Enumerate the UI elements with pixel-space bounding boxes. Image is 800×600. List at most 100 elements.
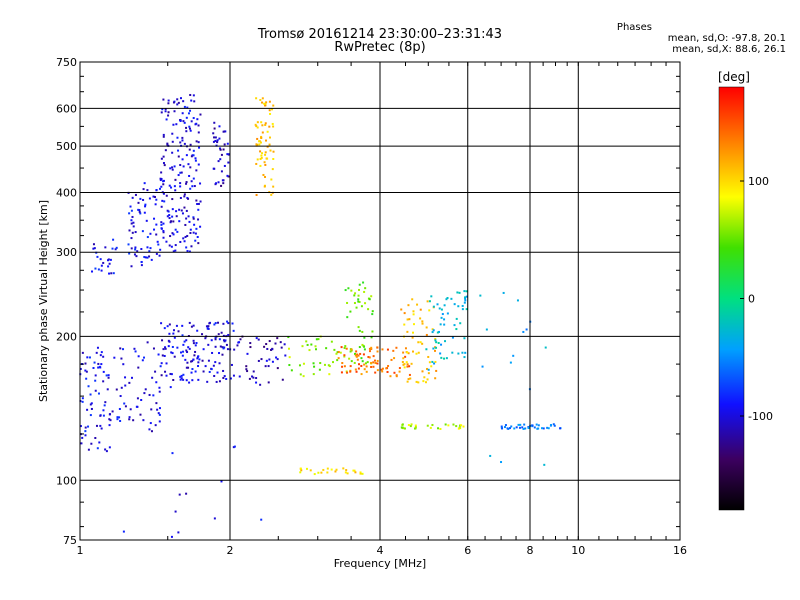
data-point bbox=[288, 364, 291, 367]
data-point bbox=[256, 158, 259, 161]
data-point bbox=[183, 105, 186, 108]
data-point bbox=[143, 256, 146, 259]
data-point bbox=[86, 408, 89, 411]
data-point bbox=[180, 351, 183, 354]
data-point bbox=[191, 379, 194, 382]
data-point bbox=[232, 329, 235, 332]
data-point bbox=[257, 338, 260, 341]
data-point bbox=[140, 261, 143, 264]
data-point bbox=[154, 424, 157, 427]
data-point bbox=[353, 361, 356, 364]
data-point bbox=[179, 120, 182, 123]
data-point bbox=[194, 159, 197, 162]
data-point bbox=[114, 248, 117, 251]
data-point bbox=[92, 243, 95, 246]
data-point bbox=[181, 334, 184, 337]
data-point bbox=[365, 365, 368, 368]
data-point bbox=[411, 331, 414, 334]
data-point bbox=[283, 343, 286, 346]
data-point bbox=[192, 216, 195, 219]
data-point bbox=[205, 325, 208, 328]
data-point bbox=[155, 223, 158, 226]
data-point bbox=[417, 341, 420, 344]
data-point bbox=[218, 137, 221, 140]
x-axis-label: Frequency [MHz] bbox=[334, 557, 426, 570]
data-point bbox=[461, 308, 464, 311]
data-point bbox=[255, 143, 258, 146]
data-point bbox=[148, 250, 151, 253]
data-point bbox=[149, 422, 152, 425]
data-point bbox=[165, 118, 168, 121]
data-point bbox=[346, 316, 349, 319]
data-point bbox=[116, 418, 119, 421]
data-point bbox=[407, 352, 410, 355]
data-point bbox=[263, 102, 266, 105]
data-point bbox=[268, 125, 271, 128]
data-point bbox=[237, 341, 240, 344]
data-point bbox=[128, 418, 131, 421]
data-point bbox=[111, 247, 114, 250]
data-point bbox=[84, 426, 87, 429]
data-point bbox=[216, 139, 219, 142]
data-point bbox=[271, 360, 274, 363]
y-tick-label: 500 bbox=[56, 140, 77, 153]
data-point bbox=[196, 236, 199, 239]
data-point bbox=[197, 242, 200, 245]
data-point bbox=[281, 378, 284, 381]
data-point bbox=[104, 448, 107, 451]
data-point bbox=[192, 324, 195, 327]
data-point bbox=[180, 209, 183, 212]
data-point bbox=[341, 362, 344, 365]
data-point bbox=[189, 109, 192, 112]
data-point bbox=[128, 252, 131, 255]
data-point bbox=[426, 367, 429, 370]
data-point bbox=[90, 407, 93, 410]
data-point bbox=[131, 196, 134, 199]
data-point bbox=[436, 303, 439, 306]
data-point bbox=[185, 492, 188, 495]
data-point bbox=[192, 358, 195, 361]
data-point bbox=[437, 342, 440, 345]
data-point bbox=[464, 297, 467, 300]
data-point bbox=[222, 339, 225, 342]
data-point bbox=[362, 344, 365, 347]
colorbar-label: [deg] bbox=[718, 70, 750, 84]
data-point bbox=[425, 333, 428, 336]
data-point bbox=[183, 240, 186, 243]
data-point bbox=[217, 321, 220, 324]
x-tick-label: 4 bbox=[377, 544, 384, 557]
data-point bbox=[411, 298, 414, 301]
data-point bbox=[187, 215, 190, 218]
data-point bbox=[188, 174, 191, 177]
data-point bbox=[325, 347, 328, 350]
data-point bbox=[432, 305, 435, 308]
data-point bbox=[360, 305, 363, 308]
data-point bbox=[91, 270, 94, 273]
data-point bbox=[132, 419, 135, 422]
data-point bbox=[345, 469, 348, 472]
data-point bbox=[199, 200, 202, 203]
data-point bbox=[310, 343, 313, 346]
data-point bbox=[287, 336, 290, 339]
data-point bbox=[357, 298, 360, 301]
x-tick-label: 10 bbox=[571, 544, 585, 557]
data-point bbox=[519, 423, 522, 426]
data-point bbox=[155, 233, 158, 236]
data-point bbox=[432, 347, 435, 350]
data-point bbox=[346, 472, 349, 475]
data-point bbox=[521, 426, 524, 429]
data-point bbox=[357, 367, 360, 370]
data-point bbox=[98, 441, 101, 444]
data-point bbox=[110, 272, 113, 275]
data-point bbox=[89, 414, 92, 417]
data-point bbox=[221, 346, 224, 349]
y-tick-label: 75 bbox=[63, 534, 77, 547]
data-point bbox=[139, 197, 142, 200]
data-point bbox=[463, 290, 466, 293]
data-point bbox=[100, 363, 103, 366]
data-point bbox=[102, 355, 105, 358]
data-point bbox=[207, 359, 210, 362]
data-point bbox=[363, 348, 366, 351]
data-point bbox=[130, 237, 133, 240]
data-point bbox=[411, 350, 414, 353]
